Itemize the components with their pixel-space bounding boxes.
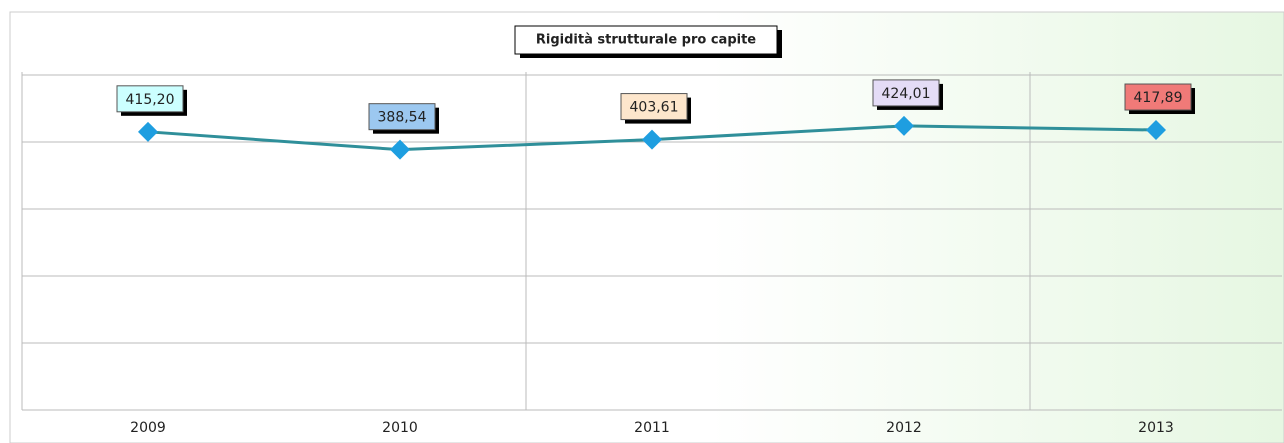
x-tick-label: 2010 — [382, 420, 418, 436]
x-tick-label: 2009 — [130, 420, 166, 436]
chart-frame — [9, 11, 1284, 443]
value-label: 403,61 — [630, 100, 679, 116]
value-label-box — [872, 79, 940, 107]
title-box — [514, 25, 778, 55]
value-label: 415,20 — [126, 92, 175, 108]
value-label: 424,01 — [882, 86, 931, 102]
chart-title: Rigidità strutturale pro capite — [536, 33, 756, 48]
marker — [1146, 120, 1166, 141]
value-label: 388,54 — [378, 110, 427, 126]
marker — [894, 115, 914, 136]
value-label-box — [1124, 83, 1192, 111]
marker — [138, 121, 158, 142]
x-tick-label: 2011 — [634, 420, 670, 436]
x-tick-label: 2012 — [886, 420, 922, 436]
marker — [390, 139, 410, 160]
marker — [642, 129, 662, 150]
value-label-box — [620, 93, 688, 121]
x-tick-label: 2013 — [1138, 420, 1174, 436]
value-label: 417,89 — [1134, 90, 1183, 106]
value-label-box — [116, 85, 184, 113]
value-label-box — [368, 103, 436, 131]
